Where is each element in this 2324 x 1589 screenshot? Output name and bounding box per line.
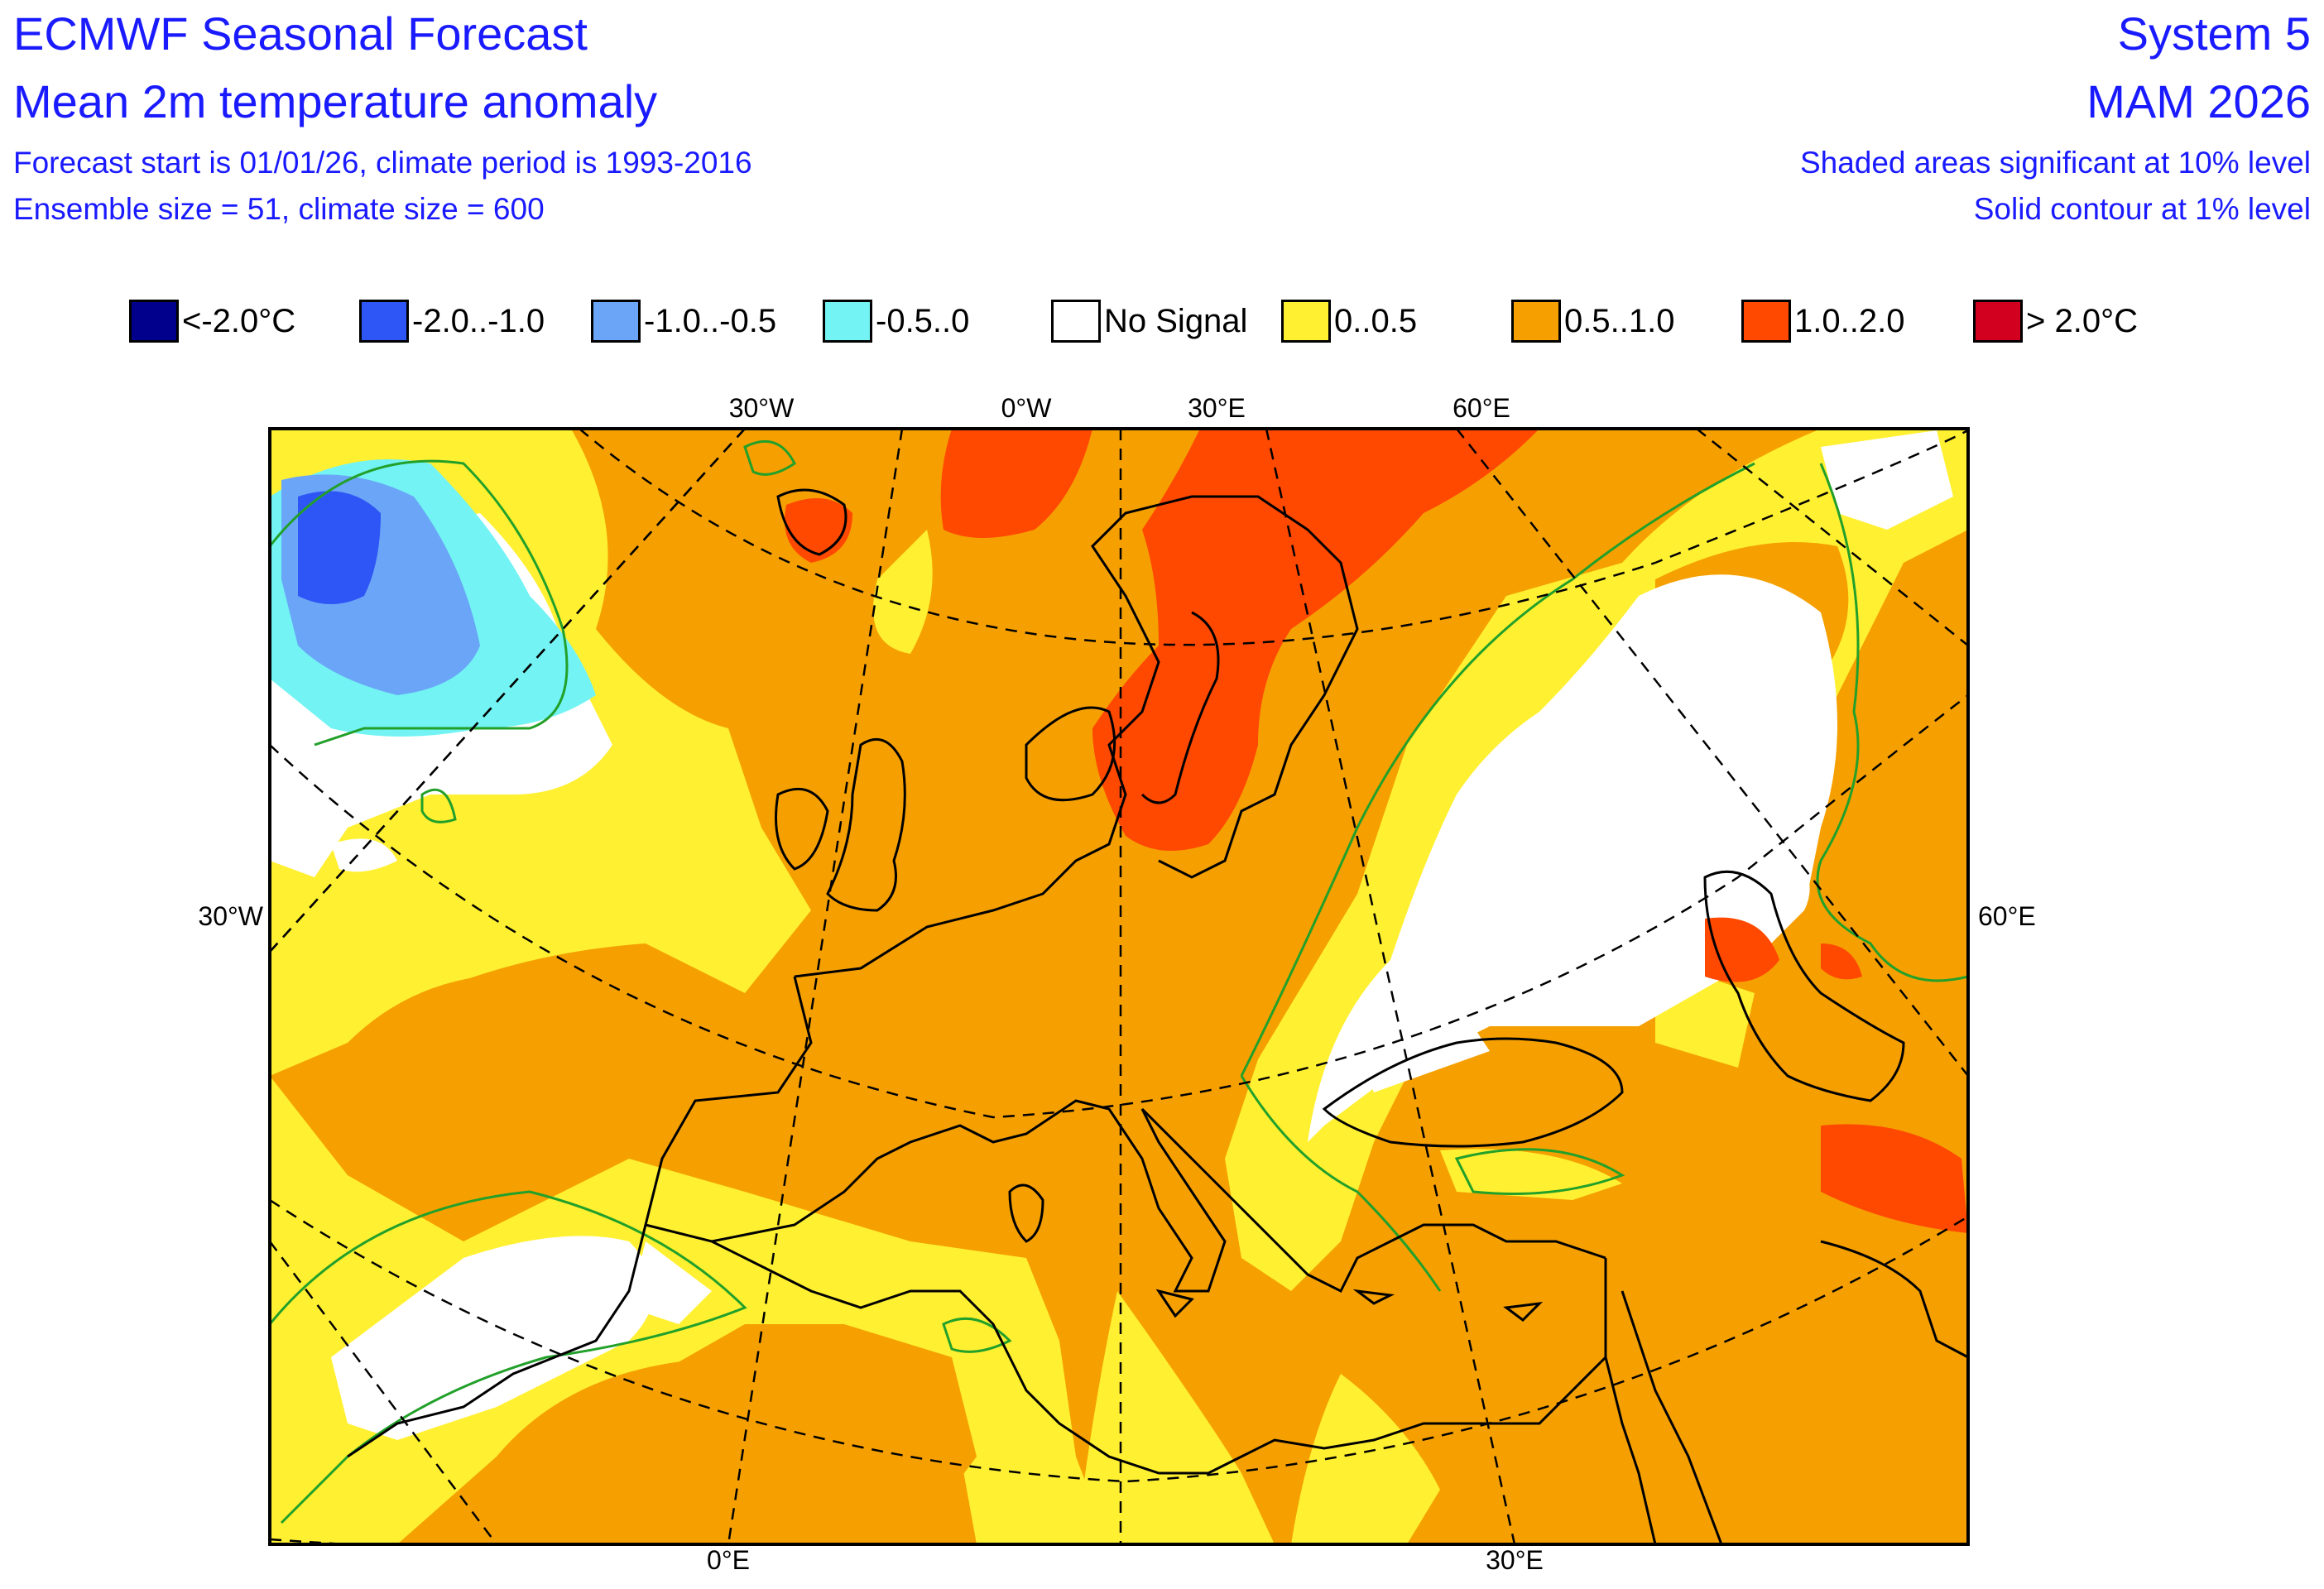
contour-greenland xyxy=(270,459,569,746)
legend-item: -2.0..-1.0 xyxy=(359,300,545,343)
label-top-30e: 30°E xyxy=(1188,393,1246,423)
map-frame xyxy=(268,427,1970,1546)
ensemble-size-info: Ensemble size = 51, climate size = 600 xyxy=(13,192,545,226)
contour-balkans xyxy=(1240,1075,1442,1292)
contour-ural xyxy=(1816,463,1968,982)
field-white-ural xyxy=(1778,844,1810,910)
legend-label: <-2.0°C xyxy=(182,302,296,339)
legend-swatch xyxy=(129,300,179,343)
contour-east xyxy=(1240,462,1755,1077)
legend-label: -1.0..-0.5 xyxy=(644,302,777,339)
legend-item: <-2.0°C xyxy=(129,300,295,343)
graticule xyxy=(270,429,1968,1544)
field-white-sahara xyxy=(331,1236,654,1440)
parallel-60n xyxy=(579,429,1968,646)
legend-label: > 2.0°C xyxy=(2026,302,2138,339)
field-yellow-egypt xyxy=(1291,1374,1440,1544)
field-orange-atlantic xyxy=(348,973,712,1109)
coast-baltic xyxy=(1140,611,1220,804)
season-label: MAM 2026 xyxy=(2086,75,2311,127)
label-bottom-30e: 30°E xyxy=(1486,1545,1544,1575)
field-yellow-libya xyxy=(1076,1291,1275,1544)
coast-iceland xyxy=(776,488,847,556)
legend-swatch xyxy=(1511,300,1561,343)
legend-swatch xyxy=(591,300,641,343)
legend-label: 0.5..1.0 xyxy=(1564,302,1675,339)
meridian-0 xyxy=(727,429,904,1544)
coast-levant xyxy=(1621,1290,1723,1544)
legend: <-2.0°C -2.0..-1.0 -1.0..-0.5 -0.5..0 No… xyxy=(0,300,2324,349)
field-white-russia xyxy=(1308,574,1837,1142)
coast-north-europe xyxy=(794,495,1359,978)
legend-item: -0.5..0 xyxy=(823,300,969,343)
significance-note: Shaded areas significant at 10% level xyxy=(1799,146,2311,180)
forecast-start-info: Forecast start is 01/01/26, climate peri… xyxy=(13,146,752,180)
parallel-50n xyxy=(270,694,1968,1119)
coast-ireland xyxy=(775,787,829,871)
coast-black-sea xyxy=(1322,1037,1624,1148)
legend-item: No Signal xyxy=(1051,300,1247,343)
label-left-30w: 30°W xyxy=(198,901,263,931)
coast-crete xyxy=(1352,1289,1395,1305)
legend-swatch xyxy=(359,300,409,343)
legend-swatch xyxy=(1973,300,2023,343)
field-orange-sahara xyxy=(430,1357,977,1544)
coast-cyprus xyxy=(1503,1301,1544,1322)
label-top-0w: 0°W xyxy=(1001,393,1053,423)
legend-label: -0.5..0 xyxy=(876,302,970,339)
field-white-spot xyxy=(331,838,397,872)
field-red-barents-west xyxy=(940,429,1092,538)
contour-note: Solid contour at 1% level xyxy=(1973,192,2311,226)
legend-item: 1.0..2.0 xyxy=(1741,300,1904,343)
contour-turkey xyxy=(1454,1148,1625,1195)
legend-swatch xyxy=(823,300,872,343)
legend-swatch xyxy=(1741,300,1791,343)
significance-contours xyxy=(270,439,1968,1524)
coast-corsica-sardinia xyxy=(1008,1183,1044,1243)
legend-item: > 2.0°C xyxy=(1973,300,2138,343)
legend-item: 0.5..1.0 xyxy=(1511,300,1674,343)
coast-caspian xyxy=(1703,870,1905,1102)
coast-sicily xyxy=(1155,1289,1194,1318)
field-red-caspian-east xyxy=(1821,943,1862,980)
contour-africa-west xyxy=(270,1190,747,1524)
map-title: ECMWF Seasonal Forecast xyxy=(13,7,588,60)
legend-swatch xyxy=(1281,300,1331,343)
field-red-scandinavia xyxy=(1092,429,1539,851)
map-field xyxy=(270,429,1968,1544)
field-blue-greenland xyxy=(298,491,381,604)
legend-swatch xyxy=(1051,300,1101,343)
coastlines xyxy=(347,488,1968,1544)
coast-norway-south xyxy=(1025,706,1116,802)
contour-iceland xyxy=(743,439,796,476)
legend-label: 1.0..2.0 xyxy=(1794,302,1905,339)
legend-label: 0..0.5 xyxy=(1334,302,1418,339)
label-top-30w: 30°W xyxy=(729,393,795,423)
field-white-morocco xyxy=(629,1241,712,1324)
map-subtitle: Mean 2m temperature anomaly xyxy=(13,75,658,127)
legend-item: -1.0..-0.5 xyxy=(591,300,776,343)
coast-red-sea-west xyxy=(1604,1356,1657,1544)
contour-libya xyxy=(942,1317,1012,1353)
legend-label: -2.0..-1.0 xyxy=(412,302,545,339)
system-label: System 5 xyxy=(2117,7,2311,60)
meridian-120e xyxy=(1696,429,1968,646)
field-red-iran xyxy=(1821,1124,1968,1233)
contour-atlantic xyxy=(420,788,457,823)
coast-africa-north xyxy=(711,1240,1607,1475)
label-bottom-0e: 0°E xyxy=(707,1545,750,1575)
legend-item: 0..0.5 xyxy=(1281,300,1417,343)
field-white-arctic xyxy=(1821,430,1953,530)
meridian-30w-lower xyxy=(270,1241,498,1544)
coast-britain xyxy=(826,737,906,912)
coast-persian-gulf xyxy=(1820,1240,1968,1359)
legend-label: No Signal xyxy=(1104,302,1248,339)
coast-africa-west xyxy=(347,1224,647,1458)
label-top-60e: 60°E xyxy=(1452,393,1510,423)
label-right-60e: 60°E xyxy=(1978,901,2036,931)
field-yellow-norwegian-sea xyxy=(873,530,933,654)
